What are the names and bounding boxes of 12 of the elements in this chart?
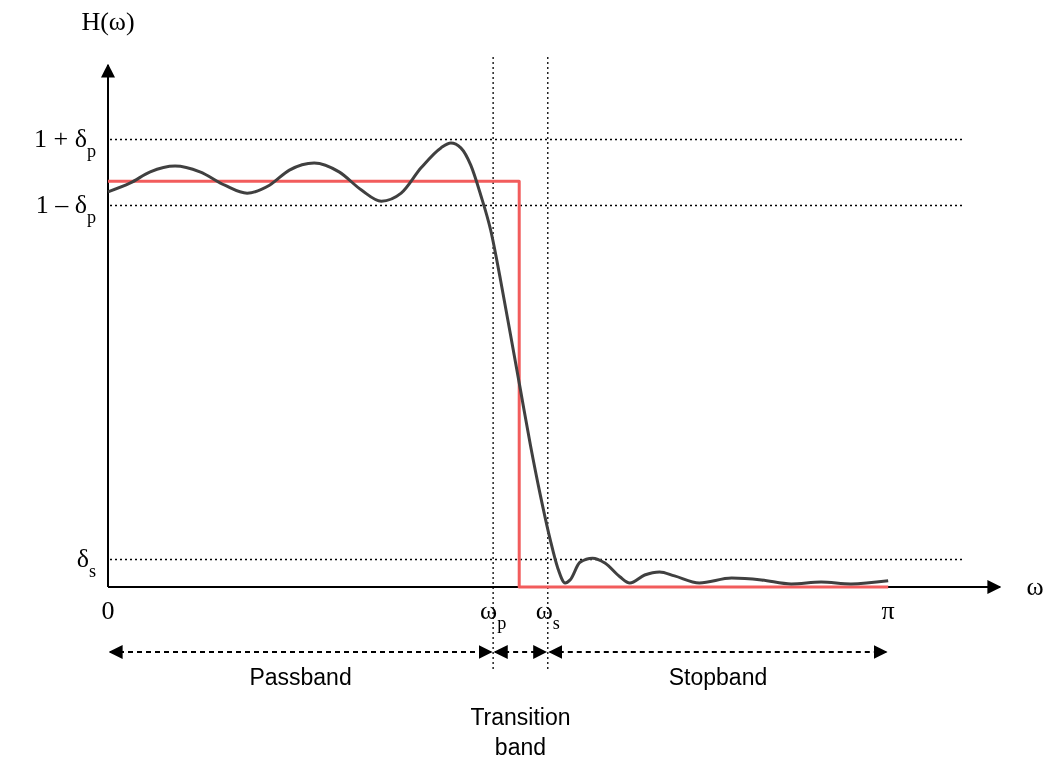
x-axis-title: ω [1026,572,1044,601]
text: Stopband [668,664,768,690]
text: Passband [249,664,352,690]
ref-line-label: 1 + δ$_{p}$ [33,123,96,161]
ref-line-label: δ$_{s}$ [76,544,96,582]
x-tick-label: 0 [101,596,115,625]
x-tick-label: π [881,596,895,625]
x-tick-label: ω$_{s}$ [535,596,560,633]
ref-line-label: 1 – δ$_{p}$ [35,190,96,228]
text: Transition band [470,704,571,760]
x-tick-label: ω$_{p}$ [480,596,507,633]
y-axis-title: H(ω) [81,7,135,36]
